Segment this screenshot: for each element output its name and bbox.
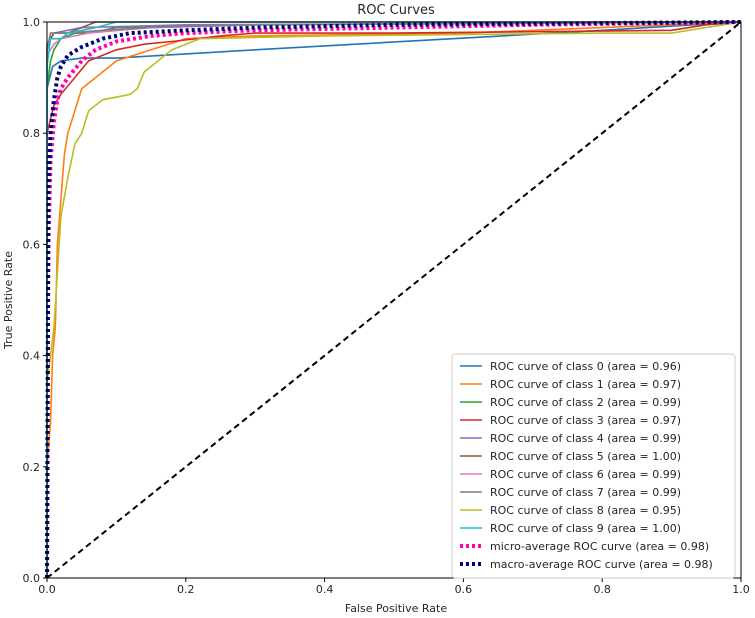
- x-tick-label: 0.6: [455, 583, 473, 596]
- x-axis: 0.0 0.2 0.4 0.6 0.8 1.0: [38, 578, 750, 596]
- legend-entry-label: macro-average ROC curve (area = 0.98): [490, 558, 713, 571]
- legend-box: [451, 353, 736, 579]
- series-line-micro-average-roc-curve-area-0-98: [45, 20, 742, 579]
- legend-entry-label: ROC curve of class 2 (area = 0.99): [490, 396, 681, 409]
- y-tick-label: 0.8: [23, 127, 41, 140]
- y-tick-label: 0.0: [23, 572, 41, 585]
- legend-entry-label: ROC curve of class 3 (area = 0.97): [490, 414, 681, 427]
- x-axis-label: False Positive Rate: [345, 602, 447, 615]
- plot-frame: [46, 21, 742, 579]
- legend-entry-label: ROC curve of class 1 (area = 0.97): [490, 378, 681, 391]
- x-tick-label: 0.2: [177, 583, 195, 596]
- x-tick-label: 0.0: [38, 583, 56, 596]
- series-layer: [45, 20, 742, 579]
- chart-title: ROC Curves: [357, 3, 435, 18]
- series-line-roc-curve-of-class-9-area-1-00: [46, 21, 741, 578]
- series-line-roc-curve-of-class-3-area-0-97: [46, 21, 742, 578]
- legend-entry-label: ROC curve of class 8 (area = 0.95): [490, 504, 681, 517]
- legend-entry-label: ROC curve of class 5 (area = 1.00): [490, 450, 681, 463]
- y-tick-label: 0.2: [23, 461, 41, 474]
- chance-diagonal-line: [46, 21, 742, 579]
- y-axis: 0.0 0.2 0.4 0.6 0.8 1.0: [23, 16, 47, 585]
- legend-entry-label: ROC curve of class 6 (area = 0.99): [490, 468, 681, 481]
- legend-entry-label: ROC curve of class 0 (area = 0.96): [490, 360, 681, 373]
- y-axis-label: True Positive Rate: [2, 251, 15, 350]
- series-line-roc-curve-of-class-0-area-0-96: [46, 21, 742, 578]
- y-tick-label: 0.4: [23, 350, 41, 363]
- legend-entry-label: micro-average ROC curve (area = 0.98): [490, 540, 709, 553]
- x-tick-label: 0.4: [316, 583, 334, 596]
- y-tick-label: 0.6: [23, 238, 41, 251]
- series-line-roc-curve-of-class-7-area-0-99: [46, 21, 742, 578]
- series-line-macro-average-roc-curve-area-0-98: [45, 20, 742, 579]
- series-line-roc-curve-of-class-8-area-0-95: [46, 21, 742, 578]
- legend-entry-label: ROC curve of class 9 (area = 1.00): [490, 522, 681, 535]
- legend-entry-label: ROC curve of class 7 (area = 0.99): [490, 486, 681, 499]
- x-tick-label: 0.8: [593, 583, 611, 596]
- y-tick-label: 1.0: [23, 16, 41, 29]
- x-tick-label: 1.0: [732, 583, 750, 596]
- legend: ROC curve of class 0 (area = 0.96) ROC cu…: [451, 353, 736, 579]
- legend-entry-label: ROC curve of class 4 (area = 0.99): [490, 432, 681, 445]
